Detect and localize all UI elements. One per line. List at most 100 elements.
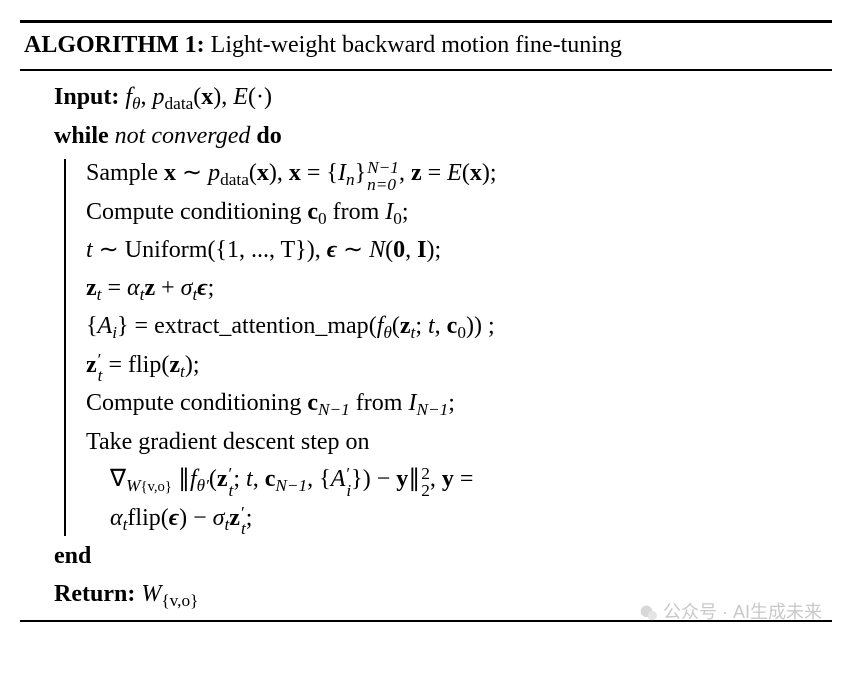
sample-line: Sample x ∼ pdata(x), x = {In}N−1n=0, z =… bbox=[54, 155, 828, 194]
sym-cN2: c bbox=[265, 466, 276, 492]
sym-y: y bbox=[396, 466, 408, 492]
sub-vo: {v,o} bbox=[161, 590, 198, 609]
sub-t4: t bbox=[411, 323, 416, 342]
sym-c0: c bbox=[307, 199, 318, 225]
nsub: n=0 bbox=[367, 175, 396, 194]
sub-i: i bbox=[112, 323, 117, 342]
while-kw: while bbox=[54, 123, 109, 149]
sub-zero2: 0 bbox=[457, 323, 466, 342]
plus1: + bbox=[155, 275, 181, 301]
sym-z3: z bbox=[144, 275, 155, 301]
sub-theta2: θ bbox=[383, 323, 391, 342]
end5: ; bbox=[482, 313, 495, 339]
algorithm-title: ALGORITHM 1: Light-weight backward motio… bbox=[20, 23, 832, 71]
bars-l: ∥ bbox=[178, 466, 190, 492]
grad-text: Take gradient descent step on bbox=[86, 429, 370, 455]
sym-eps2: ϵ bbox=[197, 275, 207, 301]
sym-x3: x bbox=[289, 160, 301, 186]
condN-pre: Compute conditioning bbox=[86, 390, 307, 416]
sim1: ∼ bbox=[176, 160, 208, 186]
comma1: , bbox=[430, 466, 442, 492]
eq2: = bbox=[422, 160, 448, 186]
sym-p1: p bbox=[208, 160, 220, 186]
minus1: − bbox=[371, 466, 397, 492]
while-body: Sample x ∼ pdata(x), x = {In}N−1n=0, z =… bbox=[54, 155, 828, 538]
end4: ; bbox=[208, 275, 215, 301]
condN-mid: from bbox=[350, 390, 409, 416]
zt-line: zt = αtz + σtϵ; bbox=[54, 270, 828, 309]
sample-pre: Sample bbox=[86, 160, 164, 186]
sym-z8: z bbox=[229, 505, 240, 531]
sub-N1: N−1 bbox=[318, 400, 350, 419]
sym-Wret: W bbox=[141, 581, 161, 607]
norm-sub: 2 bbox=[421, 481, 430, 500]
sym-x1: x bbox=[164, 160, 176, 186]
supsub-N: N−1n=0 bbox=[367, 160, 399, 193]
sym-x2: x bbox=[257, 160, 269, 186]
while-line: while not converged do bbox=[54, 118, 828, 155]
sym-z2: z bbox=[86, 275, 97, 301]
sub-IN1: N−1 bbox=[416, 400, 448, 419]
algo-caption: Light-weight backward motion fine-tuning bbox=[211, 32, 622, 58]
uniform-set: ({1, ..., T}) bbox=[207, 237, 314, 263]
wechat-icon bbox=[639, 603, 659, 623]
cond0-pre: Compute conditioning bbox=[86, 199, 307, 225]
end-kw: end bbox=[54, 543, 91, 569]
end-line: end bbox=[54, 538, 828, 575]
sym-theta: θ bbox=[132, 94, 140, 113]
sym-E: E bbox=[233, 84, 248, 110]
sym-x: x bbox=[201, 84, 213, 110]
while-cond: not converged bbox=[115, 123, 251, 149]
nabla: ∇ bbox=[110, 466, 126, 492]
sym-eps: ϵ bbox=[327, 237, 337, 263]
sym-E2: E bbox=[447, 160, 462, 186]
sym-Imat: I bbox=[417, 237, 426, 263]
sub-W-vo: {v,o} bbox=[140, 479, 171, 495]
norm-22: 22 bbox=[421, 466, 430, 499]
bars-r: ∥ bbox=[408, 466, 420, 492]
minus2: − bbox=[187, 505, 213, 531]
eq4: = bbox=[129, 313, 155, 339]
return-kw: Return: bbox=[54, 581, 135, 607]
condN-line: Compute conditioning cN−1 from IN−1; bbox=[54, 385, 828, 424]
end3: ; bbox=[434, 237, 441, 263]
grad-text-line: Take gradient descent step on bbox=[54, 424, 828, 461]
sub-N12: N−1 bbox=[275, 476, 307, 495]
sym-sigma: σ bbox=[181, 275, 193, 301]
sub-thetap: θ′ bbox=[197, 476, 209, 495]
flip-fn2: flip bbox=[127, 505, 160, 531]
sub-t5: t bbox=[180, 362, 185, 381]
input-line: Input: fθ, pdata(x), E(·) bbox=[54, 79, 828, 118]
uniform-fn: Uniform bbox=[125, 237, 208, 263]
Aprime-i: i bbox=[346, 481, 351, 500]
watermark: 公众号 · AI生成未来 bbox=[639, 598, 822, 624]
sub-zero: 0 bbox=[318, 209, 327, 228]
sym-n: n bbox=[346, 170, 355, 189]
sym-sigma2: σ bbox=[213, 505, 225, 531]
sym-eps3: ϵ bbox=[169, 505, 179, 531]
sym-x4: x bbox=[470, 160, 482, 186]
Aprime-ts: ′i bbox=[346, 466, 351, 499]
zprime2-ts: ′t bbox=[229, 466, 234, 499]
zprime2-t: t bbox=[229, 481, 234, 500]
sym-I1: I bbox=[338, 160, 346, 186]
sym-t3: t bbox=[246, 466, 253, 492]
sym-alpha: α bbox=[127, 275, 140, 301]
sym-z6: z bbox=[169, 352, 180, 378]
algorithm-block: ALGORITHM 1: Light-weight backward motio… bbox=[20, 20, 832, 622]
uniform-line: t ∼ Uniform({1, ..., T}), ϵ ∼ N(0, I); bbox=[54, 232, 828, 269]
sym-p: p bbox=[153, 84, 165, 110]
sub-I0: 0 bbox=[393, 209, 402, 228]
sym-dot: · bbox=[256, 84, 264, 110]
sim3: ∼ bbox=[337, 237, 369, 263]
cond0-mid: from bbox=[327, 199, 386, 225]
flip-line: z′t = flip(zt); bbox=[54, 347, 828, 386]
sym-data1: data bbox=[220, 170, 249, 189]
sym-y2: y bbox=[442, 466, 454, 492]
eq1: = bbox=[301, 160, 327, 186]
sym-t2: t bbox=[428, 313, 435, 339]
eq5: = bbox=[102, 352, 128, 378]
end6: ; bbox=[193, 352, 200, 378]
input-label: Input: bbox=[54, 84, 119, 110]
sym-f3: f bbox=[190, 466, 197, 492]
